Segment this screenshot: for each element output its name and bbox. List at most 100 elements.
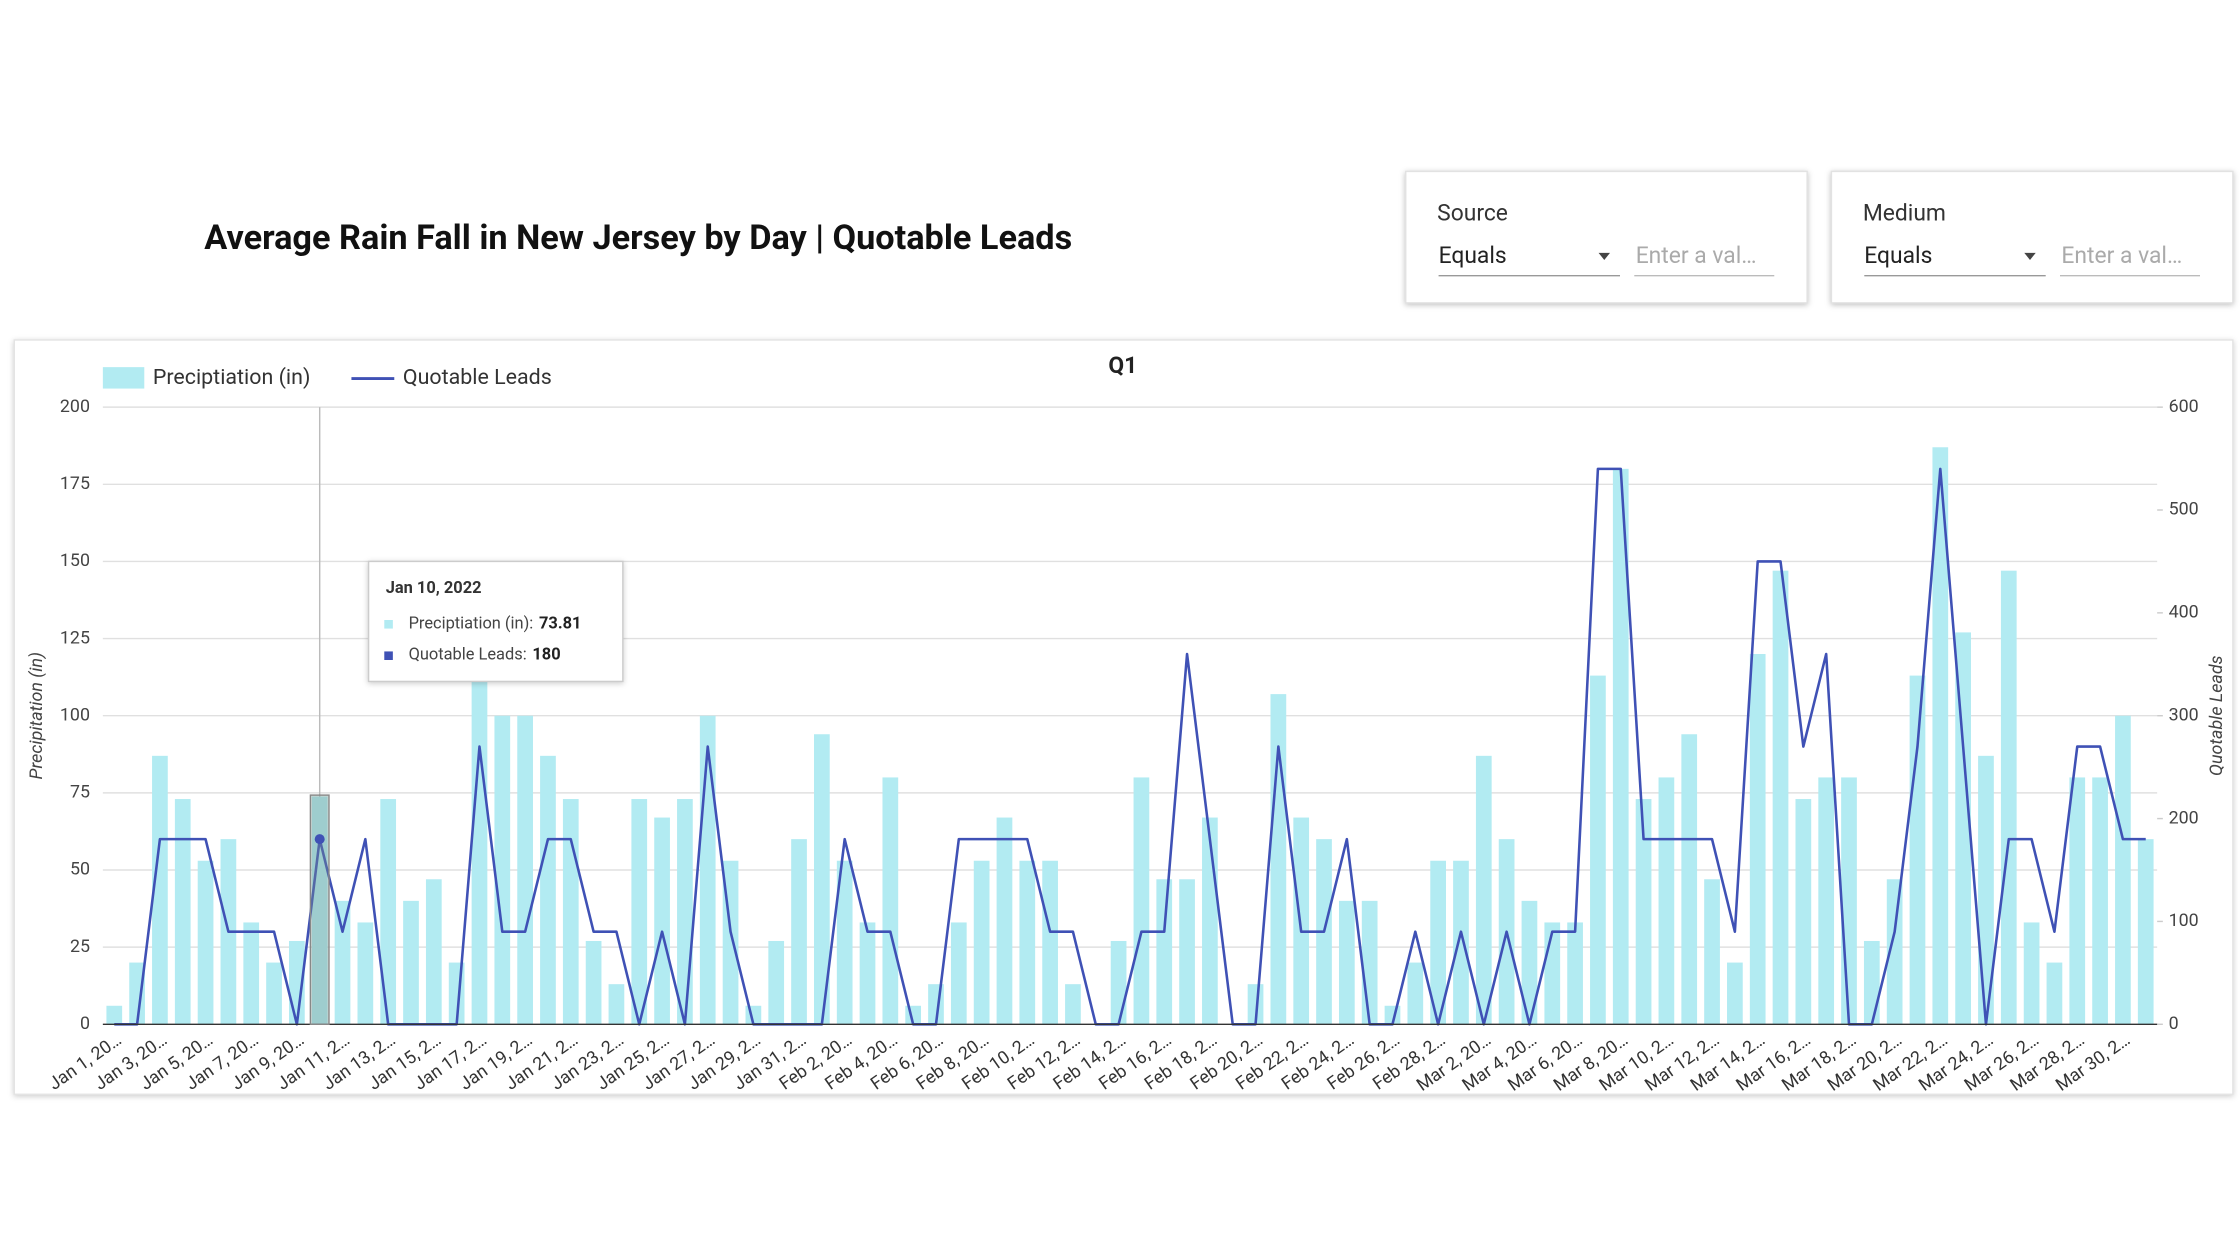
bar bbox=[1978, 755, 1994, 1025]
legend-swatch bbox=[102, 367, 145, 389]
bar bbox=[1658, 777, 1675, 1025]
source-filter[interactable]: Source Equals Enter a val… bbox=[1405, 170, 1808, 304]
bar bbox=[517, 715, 533, 1025]
bar bbox=[380, 799, 397, 1025]
y-axis-title: Precipitation (in) bbox=[26, 652, 47, 779]
bar bbox=[768, 940, 785, 1025]
bar bbox=[562, 799, 579, 1025]
bar bbox=[1886, 879, 1903, 1025]
bar bbox=[1293, 817, 1310, 1025]
y-tick-label: 200 bbox=[60, 396, 90, 417]
bar bbox=[1338, 900, 1355, 1025]
chart-title: Q1 bbox=[1108, 352, 1137, 379]
bar bbox=[814, 734, 830, 1025]
bar bbox=[1567, 922, 1583, 1025]
bar bbox=[1863, 940, 1880, 1025]
tooltip-label: Quotable Leads: bbox=[409, 646, 527, 665]
y2-axis-title: Quotable Leads bbox=[2206, 655, 2227, 776]
filter-label: Medium bbox=[1863, 199, 1946, 226]
y-tick-label: 75 bbox=[70, 782, 90, 803]
y2-tick-label: 0 bbox=[2169, 1013, 2179, 1034]
legend-label: Quotable Leads bbox=[403, 365, 552, 390]
bar bbox=[1909, 675, 1926, 1025]
bar bbox=[1042, 860, 1058, 1025]
bar bbox=[608, 984, 625, 1025]
y2-tick-label: 200 bbox=[2169, 807, 2199, 828]
bar bbox=[1635, 799, 1652, 1025]
bar bbox=[1841, 777, 1857, 1025]
bar bbox=[1475, 755, 1492, 1025]
bar bbox=[2092, 777, 2108, 1025]
bar bbox=[2000, 570, 2017, 1025]
y-tick-label: 100 bbox=[60, 704, 90, 725]
bar bbox=[2115, 715, 2131, 1025]
bar bbox=[1612, 468, 1629, 1025]
legend: Preciptiation (in) Quotable Leads bbox=[102, 365, 552, 390]
bar bbox=[1818, 777, 1835, 1025]
bar bbox=[540, 755, 556, 1025]
bar bbox=[2023, 922, 2040, 1025]
bar bbox=[950, 922, 967, 1025]
bar bbox=[2046, 962, 2063, 1025]
bar bbox=[1681, 734, 1698, 1025]
bar bbox=[106, 1005, 123, 1025]
dropdown-arrow[interactable] bbox=[1598, 252, 1610, 260]
bar bbox=[677, 799, 693, 1025]
tooltip-title: Jan 10, 2022 bbox=[386, 579, 482, 598]
bar bbox=[197, 860, 214, 1025]
legend-label: Preciptiation (in) bbox=[153, 365, 311, 390]
medium-filter[interactable]: Medium Equals Enter a val… bbox=[1830, 170, 2234, 304]
y2-tick-label: 300 bbox=[2169, 704, 2199, 725]
bar bbox=[174, 799, 191, 1025]
filter-operator[interactable]: Equals bbox=[1864, 242, 1932, 269]
dashboard-title: Average Rain Fall in New Jersey by Day |… bbox=[204, 218, 1072, 258]
filter-label: Source bbox=[1437, 199, 1508, 226]
filter-input[interactable]: Enter a val… bbox=[2061, 242, 2182, 269]
bar bbox=[791, 839, 807, 1025]
tooltip: Jan 10, 2022 Preciptiation (in): 73.81 Quot… bbox=[367, 560, 624, 683]
bar bbox=[266, 962, 282, 1025]
bar bbox=[585, 940, 602, 1025]
bar bbox=[1772, 570, 1789, 1025]
tooltip-value: 73.81 bbox=[539, 615, 581, 634]
tooltip-swatch bbox=[384, 651, 393, 660]
bar bbox=[1795, 799, 1812, 1025]
hover-box bbox=[309, 794, 330, 1025]
y-tick-label: 175 bbox=[60, 473, 90, 494]
bar bbox=[836, 860, 853, 1025]
y-tick-label: 25 bbox=[70, 936, 90, 957]
bar bbox=[1179, 879, 1195, 1025]
bar bbox=[654, 817, 670, 1025]
bar bbox=[1932, 447, 1949, 1025]
bar bbox=[1544, 922, 1561, 1025]
y-tick-label: 50 bbox=[70, 859, 90, 880]
y2-tick-label: 600 bbox=[2169, 396, 2199, 417]
tooltip-box bbox=[367, 560, 624, 683]
bar bbox=[996, 817, 1013, 1025]
y-tick-label: 125 bbox=[60, 627, 90, 648]
y2-tick-label: 100 bbox=[2169, 910, 2199, 931]
bar bbox=[973, 860, 990, 1025]
tooltip-row: Quotable Leads: 180 bbox=[409, 646, 561, 665]
bar bbox=[1247, 984, 1264, 1025]
bar bbox=[1521, 900, 1538, 1025]
y2-tick-label: 500 bbox=[2169, 499, 2199, 520]
filter-operator[interactable]: Equals bbox=[1439, 242, 1507, 269]
bar bbox=[357, 922, 374, 1025]
bar bbox=[1955, 632, 1971, 1025]
bar bbox=[425, 879, 442, 1025]
bar bbox=[631, 799, 648, 1025]
y2-tick-label: 400 bbox=[2169, 602, 2199, 623]
filter-card bbox=[1830, 170, 2234, 304]
dropdown-arrow[interactable] bbox=[2024, 252, 2036, 260]
bar bbox=[1019, 860, 1036, 1025]
hover-dot bbox=[314, 834, 325, 845]
bar bbox=[1065, 984, 1081, 1025]
filter-input[interactable]: Enter a val… bbox=[1636, 242, 1757, 269]
y-tick-label: 0 bbox=[80, 1013, 90, 1034]
bar bbox=[1133, 777, 1150, 1025]
bar bbox=[1704, 879, 1720, 1025]
bar bbox=[334, 900, 351, 1025]
